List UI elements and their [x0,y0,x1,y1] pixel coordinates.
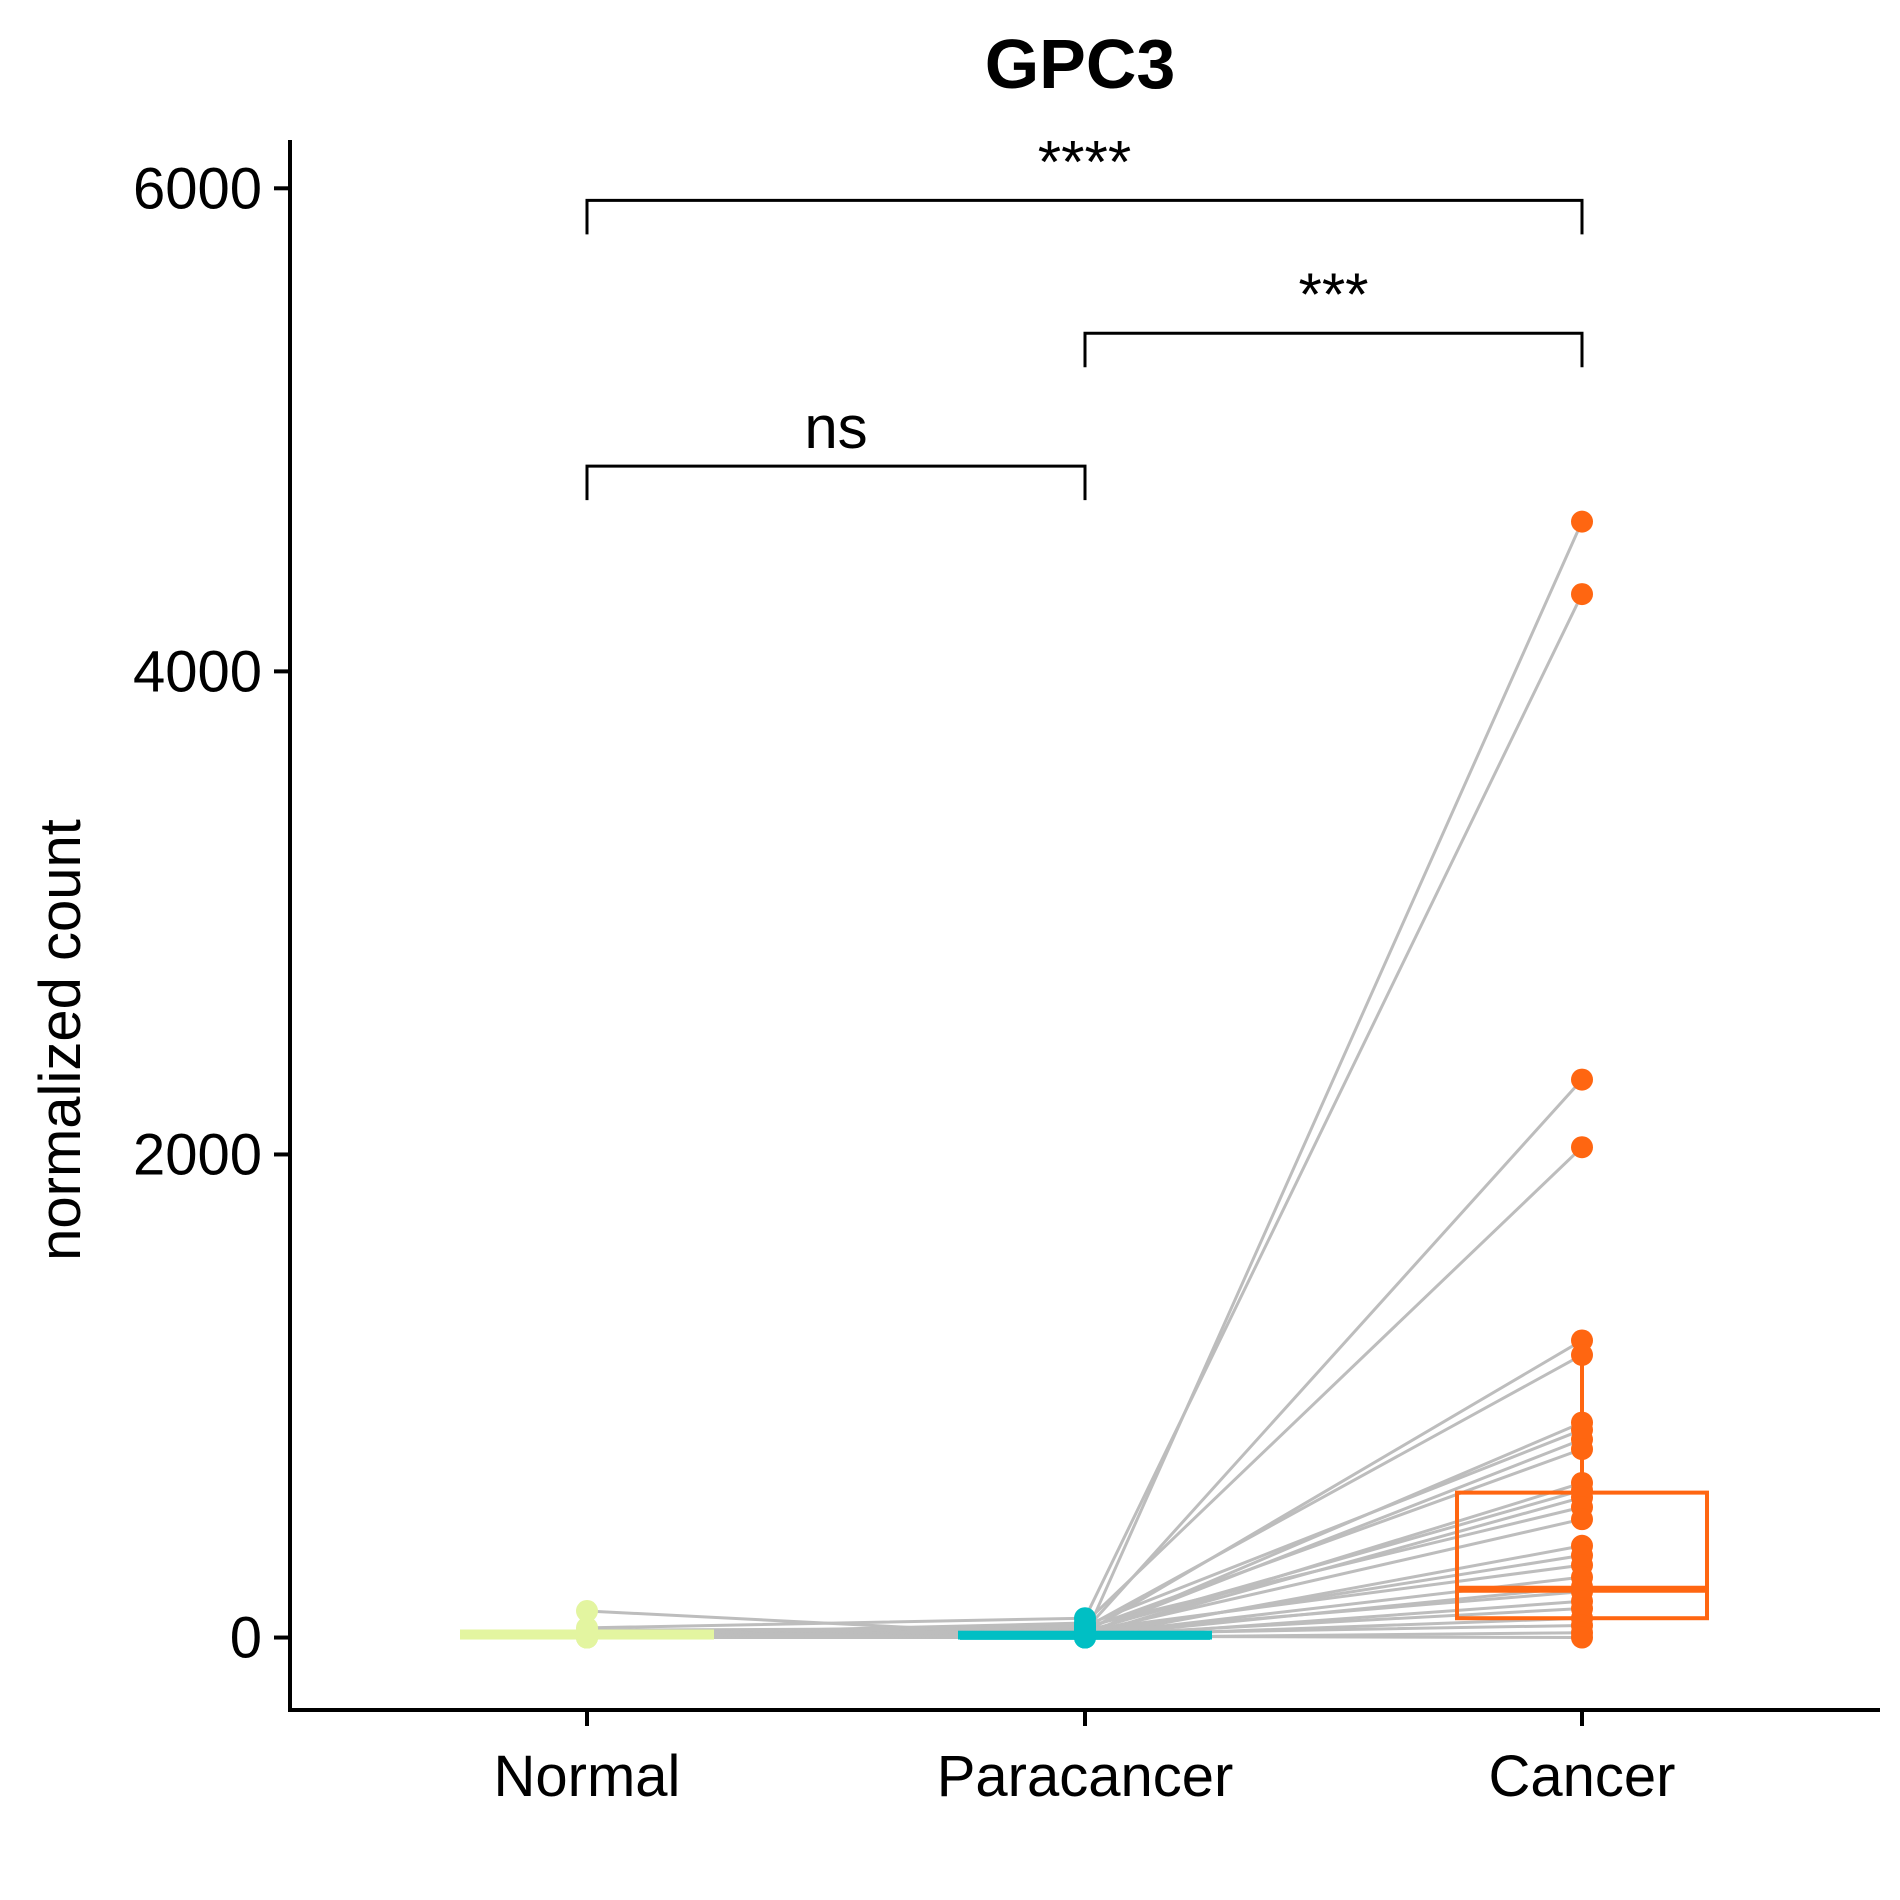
data-point [1571,1068,1593,1091]
significance-brackets: *******ns [585,128,1584,501]
data-point [1571,1136,1593,1159]
data-point [1074,1625,1096,1648]
pair-line [586,593,1584,1630]
y-tick-label: 4000 [133,639,262,704]
pair-line [586,1146,1584,1637]
data-point [576,1599,598,1622]
comparison-label: **** [1038,128,1131,195]
data-point [1571,510,1593,533]
y-tick-label: 0 [230,1606,262,1671]
pair-line [586,1353,1583,1632]
comparison-bracket [1083,331,1584,368]
data-point [1571,1343,1593,1366]
comparison-bracket [585,464,1087,501]
y-tick-label: 2000 [133,1122,262,1187]
pair-line [586,521,1584,1638]
comparison-label: *** [1298,261,1368,328]
data-point [1571,583,1593,606]
comparison-label: ns [804,394,867,461]
pair-line [586,1078,1584,1635]
boxes [460,1354,1709,1640]
data-point [1571,1626,1593,1649]
comparison-bracket [585,198,1584,235]
x-tick-label: Normal [494,1744,681,1809]
pair-lines [586,521,1584,1640]
data-point [1571,1508,1593,1531]
y-tick-label: 6000 [133,156,262,221]
x-tick-label: Paracancer [937,1744,1234,1809]
data-point [576,1624,598,1647]
chart-title: GPC3 [985,25,1176,103]
data-point [1571,1438,1593,1461]
axes: 0 2000 4000 6000 Normal Paracancer Cancer [133,140,1880,1809]
x-tick-label: Cancer [1489,1744,1676,1809]
points [576,510,1593,1649]
y-axis-title: normalized count [28,819,93,1261]
